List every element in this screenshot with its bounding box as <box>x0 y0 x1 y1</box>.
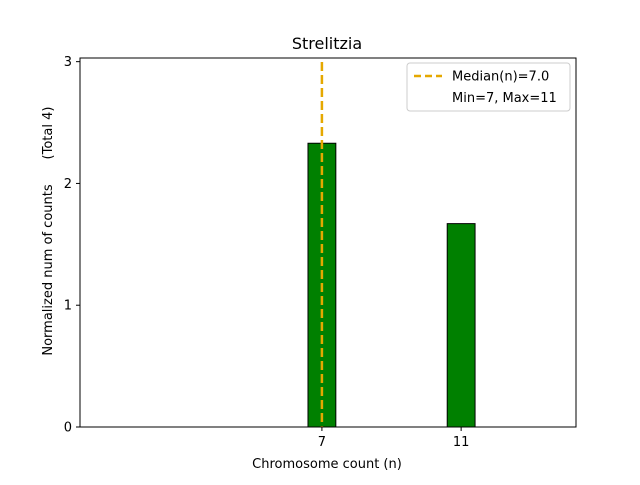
legend-range-label: Min=7, Max=11 <box>452 91 557 106</box>
y-tick-label-2: 2 <box>64 177 72 192</box>
legend-box <box>406 62 571 112</box>
y-tick-label-3: 3 <box>64 55 72 70</box>
x-axis-label: Chromosome count (n) <box>252 457 402 472</box>
x-tick-label-7: 7 <box>318 435 326 450</box>
legend-median-label: Median(n)=7.0 <box>452 70 549 85</box>
axes-frame <box>79 57 577 428</box>
y-tick-label-0: 0 <box>64 421 72 436</box>
y-axis-note: (Total 4) <box>41 107 56 160</box>
bar-11 <box>446 223 476 428</box>
y-axis-label: Normalized num of counts <box>41 184 56 355</box>
chart-title: Strelitzia <box>292 34 362 53</box>
legend: Median(n)=7.0 Min=7, Max=11 <box>406 62 571 112</box>
x-tick-label-11: 11 <box>453 435 470 450</box>
y-tick-label-1: 1 <box>64 299 72 314</box>
x-ticks: 7 11 <box>318 427 470 450</box>
y-ticks: 0 1 2 3 <box>64 55 80 436</box>
